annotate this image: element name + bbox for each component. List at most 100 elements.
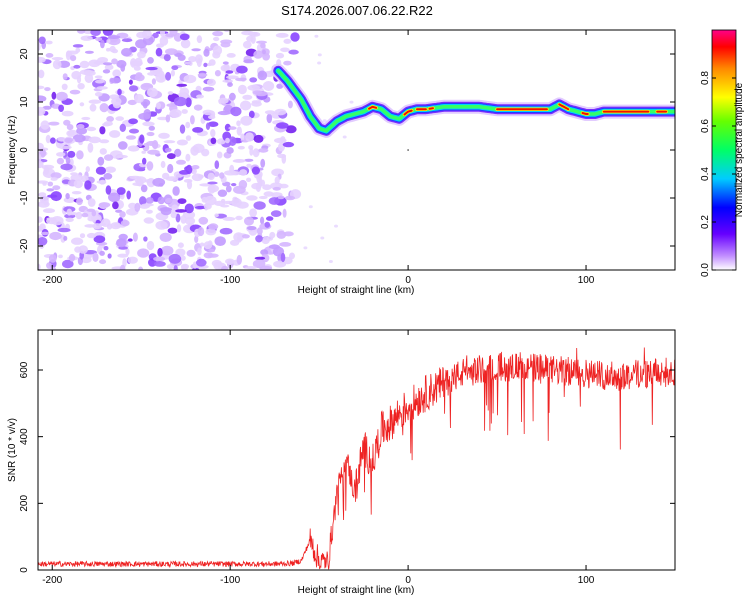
- noise-blob: [262, 81, 275, 91]
- noise-blob: [73, 64, 81, 69]
- noise-blob: [128, 79, 133, 85]
- noise-blob: [199, 242, 205, 247]
- noise-blob: [142, 157, 147, 165]
- noise-blob: [46, 188, 54, 192]
- noise-blob: [219, 227, 233, 235]
- snr-y-axis-label: SNR (10 * v/v): [7, 418, 18, 482]
- noise-blob: [99, 139, 110, 144]
- noise-blob: [86, 126, 97, 132]
- noise-blob: [210, 137, 217, 145]
- noise-blob: [160, 245, 174, 256]
- noise-blob: [166, 103, 178, 107]
- noise-blob: [165, 71, 172, 81]
- noise-blob: [317, 61, 322, 65]
- noise-blob: [84, 180, 92, 190]
- noise-blob: [167, 227, 178, 234]
- noise-blob: [165, 114, 171, 123]
- spectrogram-x-tick-label: 100: [578, 275, 595, 286]
- noise-blob: [63, 119, 71, 126]
- noise-blob: [106, 116, 114, 122]
- noise-blob: [45, 134, 51, 144]
- noise-blob: [217, 189, 228, 197]
- noise-blob: [266, 113, 273, 124]
- noise-blob: [276, 122, 289, 129]
- noise-blob: [210, 113, 215, 118]
- noise-blob: [202, 86, 215, 92]
- noise-blob: [199, 183, 212, 187]
- noise-blob: [156, 43, 164, 48]
- noise-blob: [50, 172, 62, 179]
- noise-blob: [211, 259, 222, 267]
- noise-blob: [99, 259, 107, 265]
- noise-blob: [250, 34, 256, 44]
- noise-blob: [262, 184, 272, 191]
- noise-blob: [213, 36, 220, 42]
- noise-blob: [75, 47, 81, 53]
- noise-blob: [98, 202, 111, 208]
- noise-blob: [38, 36, 46, 45]
- noise-blob: [127, 238, 133, 242]
- noise-blob: [219, 172, 225, 179]
- noise-blob: [111, 48, 119, 54]
- snr-x-axis-label: Height of straight line (km): [298, 585, 415, 596]
- noise-blob: [70, 172, 78, 176]
- noise-blob: [275, 32, 289, 38]
- noise-blob: [241, 234, 250, 239]
- noise-blob: [196, 58, 202, 68]
- noise-blob: [104, 154, 114, 161]
- noise-blob: [260, 158, 266, 168]
- spectrogram-y-tick-label: 20: [19, 48, 30, 60]
- noise-blob: [85, 166, 91, 173]
- noise-blob: [222, 79, 234, 83]
- noise-blob: [45, 40, 53, 45]
- noise-blob: [89, 103, 97, 112]
- noise-blob: [273, 260, 287, 268]
- noise-blob: [222, 61, 229, 65]
- noise-blob: [159, 36, 169, 46]
- noise-blob: [241, 30, 255, 36]
- noise-blob: [270, 210, 282, 218]
- noise-blob: [268, 197, 280, 205]
- noise-blob: [106, 47, 111, 52]
- noise-blob: [48, 121, 60, 126]
- noise-blob: [177, 242, 184, 248]
- noise-blob: [139, 134, 145, 144]
- noise-blob: [173, 265, 178, 270]
- noise-blob: [134, 202, 141, 212]
- noise-blob: [266, 216, 274, 221]
- noise-blob: [253, 50, 263, 59]
- noise-blob: [237, 234, 242, 243]
- noise-blob: [175, 213, 181, 223]
- noise-blob: [251, 101, 262, 107]
- noise-blob: [110, 222, 122, 230]
- noise-blob: [73, 179, 84, 189]
- noise-blob: [256, 227, 263, 235]
- noise-blob: [38, 237, 48, 246]
- noise-blob: [214, 236, 226, 247]
- noise-blob: [196, 258, 207, 267]
- noise-blob: [60, 163, 73, 171]
- noise-blob: [81, 116, 91, 121]
- noise-blob: [235, 215, 243, 221]
- noise-blob: [192, 267, 200, 270]
- snr-x-tick-label: -200: [42, 575, 62, 586]
- noise-blob: [137, 51, 146, 59]
- colorbar-tick-label: 0.2: [700, 215, 711, 229]
- noise-blob: [242, 40, 252, 49]
- noise-blob: [52, 185, 61, 191]
- snr-x-tick-label: 0: [405, 575, 411, 586]
- noise-blob: [216, 151, 223, 159]
- noise-blob: [147, 87, 158, 98]
- noise-blob: [157, 196, 165, 205]
- noise-blob: [237, 145, 245, 150]
- noise-blob: [280, 47, 290, 53]
- noise-blob: [170, 69, 175, 77]
- noise-blob: [197, 226, 205, 237]
- noise-blob: [253, 201, 266, 210]
- noise-blob: [63, 197, 76, 203]
- noise-blob: [158, 132, 170, 139]
- noise-blob: [181, 264, 188, 270]
- noise-blob: [256, 173, 262, 184]
- noise-blob: [38, 95, 47, 102]
- noise-blob: [203, 48, 210, 57]
